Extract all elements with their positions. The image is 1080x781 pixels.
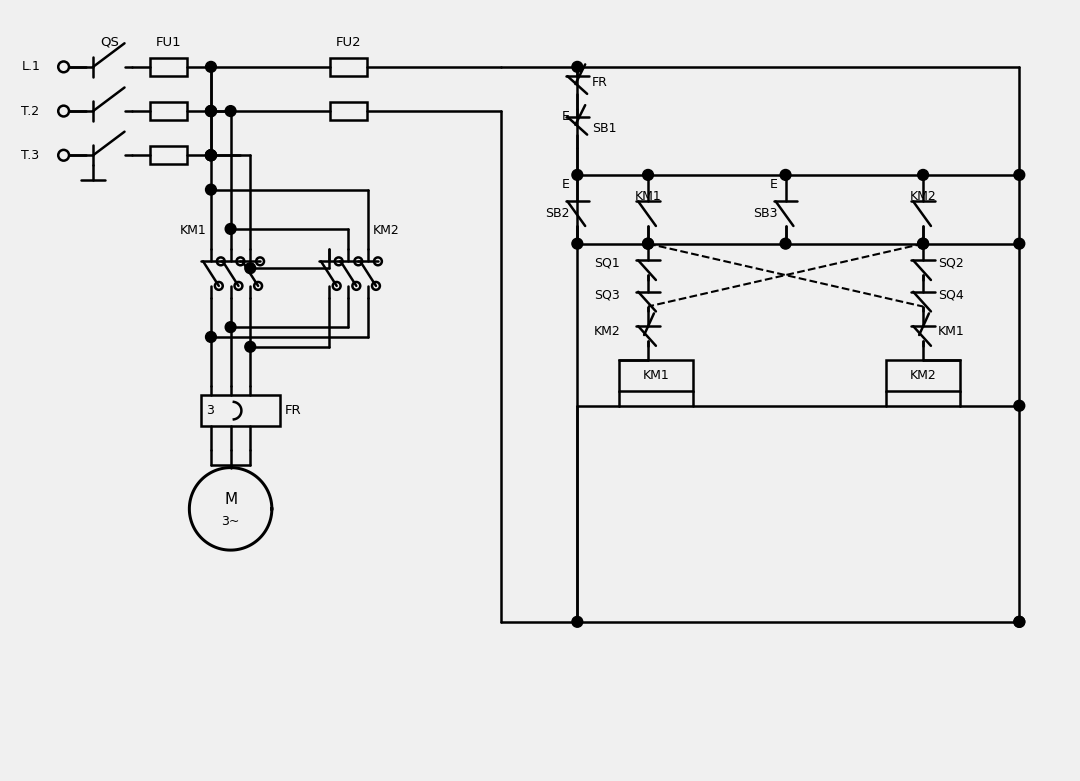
Bar bbox=[150, 58, 188, 76]
Circle shape bbox=[205, 150, 216, 161]
Circle shape bbox=[1014, 616, 1025, 627]
Circle shape bbox=[643, 238, 653, 249]
Text: SB3: SB3 bbox=[753, 207, 778, 219]
Circle shape bbox=[572, 62, 583, 73]
Text: T.3: T.3 bbox=[22, 148, 40, 162]
Text: KM2: KM2 bbox=[373, 224, 400, 237]
Circle shape bbox=[1014, 616, 1025, 627]
Text: SQ2: SQ2 bbox=[937, 257, 963, 269]
Text: KM2: KM2 bbox=[909, 369, 936, 382]
Circle shape bbox=[205, 332, 216, 342]
Text: M: M bbox=[224, 491, 238, 507]
Text: KM1: KM1 bbox=[179, 224, 206, 237]
Text: FR: FR bbox=[285, 404, 301, 417]
Text: E: E bbox=[562, 110, 569, 123]
Circle shape bbox=[572, 169, 583, 180]
Text: SB2: SB2 bbox=[545, 207, 569, 219]
Text: QS: QS bbox=[100, 36, 119, 48]
Circle shape bbox=[205, 150, 216, 161]
Text: SQ1: SQ1 bbox=[594, 257, 620, 269]
Text: E: E bbox=[770, 178, 778, 191]
Circle shape bbox=[205, 105, 216, 116]
Text: KM1: KM1 bbox=[643, 369, 670, 382]
Text: SQ3: SQ3 bbox=[594, 288, 620, 301]
Circle shape bbox=[205, 105, 216, 116]
Bar bbox=[201, 395, 280, 426]
Circle shape bbox=[205, 62, 216, 73]
Circle shape bbox=[245, 341, 256, 352]
Circle shape bbox=[205, 150, 216, 161]
Circle shape bbox=[918, 169, 929, 180]
Circle shape bbox=[1014, 169, 1025, 180]
Circle shape bbox=[572, 238, 583, 249]
Text: L.1: L.1 bbox=[22, 60, 40, 73]
Bar bbox=[887, 359, 960, 391]
Text: KM1: KM1 bbox=[635, 190, 661, 203]
Text: FU2: FU2 bbox=[336, 36, 362, 48]
Circle shape bbox=[226, 223, 237, 234]
Circle shape bbox=[205, 105, 216, 116]
Circle shape bbox=[780, 238, 791, 249]
Circle shape bbox=[226, 322, 237, 333]
Text: T.2: T.2 bbox=[22, 105, 40, 118]
Circle shape bbox=[572, 616, 583, 627]
Circle shape bbox=[643, 169, 653, 180]
Circle shape bbox=[226, 105, 237, 116]
Circle shape bbox=[1014, 401, 1025, 411]
Bar bbox=[329, 102, 367, 120]
Bar bbox=[619, 359, 692, 391]
Bar bbox=[150, 102, 188, 120]
Circle shape bbox=[205, 150, 216, 161]
Text: KM1: KM1 bbox=[937, 325, 964, 337]
Circle shape bbox=[205, 184, 216, 195]
Circle shape bbox=[1014, 238, 1025, 249]
Text: FU1: FU1 bbox=[156, 36, 181, 48]
Circle shape bbox=[780, 169, 791, 180]
Bar bbox=[329, 58, 367, 76]
Bar bbox=[150, 146, 188, 164]
Text: 3~: 3~ bbox=[221, 515, 240, 528]
Text: SQ4: SQ4 bbox=[937, 288, 963, 301]
Text: 3: 3 bbox=[206, 404, 214, 417]
Circle shape bbox=[918, 238, 929, 249]
Circle shape bbox=[918, 238, 929, 249]
Circle shape bbox=[643, 238, 653, 249]
Circle shape bbox=[245, 263, 256, 273]
Text: KM2: KM2 bbox=[909, 190, 936, 203]
Text: FR: FR bbox=[592, 76, 608, 89]
Text: KM2: KM2 bbox=[594, 325, 621, 337]
Text: SB1: SB1 bbox=[592, 123, 617, 135]
Text: E: E bbox=[562, 178, 569, 191]
